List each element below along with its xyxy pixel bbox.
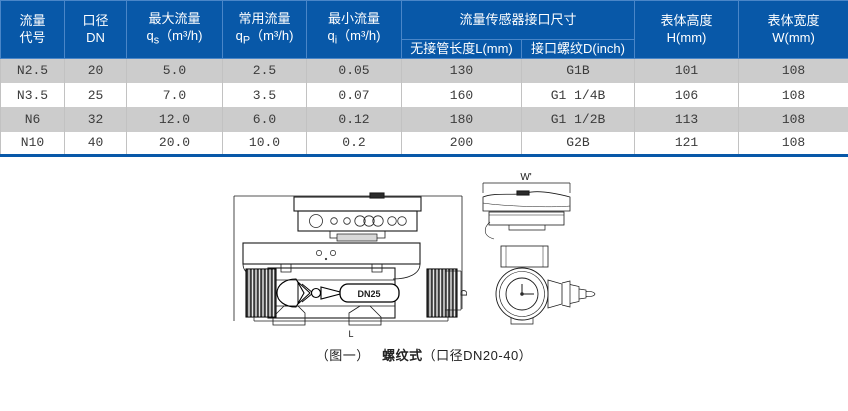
svg-text:L: L bbox=[348, 329, 353, 339]
svg-text:D: D bbox=[459, 289, 469, 296]
svg-text:DN25: DN25 bbox=[357, 289, 380, 299]
svg-text:W': W' bbox=[520, 172, 531, 183]
